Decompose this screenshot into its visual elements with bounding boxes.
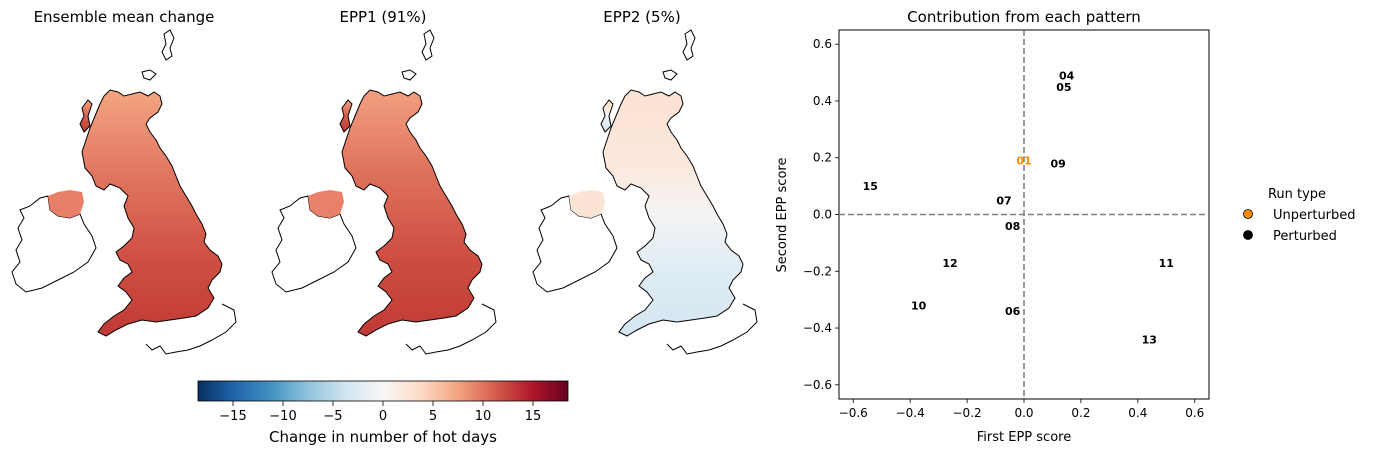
legend: Run type Unperturbed Perturbed [1243, 187, 1356, 244]
colorbar-tick-label: −5 [323, 409, 342, 424]
y-tick-label: −0.4 [803, 321, 832, 335]
point-label-10: 10 [911, 299, 927, 312]
colorbar-ticks: −15 −10 −5 0 5 10 15 [219, 401, 541, 424]
legend-title: Run type [1268, 187, 1326, 202]
map-title-epp1: EPP1 (91%) [340, 8, 427, 26]
y-axis-label: Second EPP score [775, 158, 790, 273]
uk-map-epp1 [271, 29, 497, 355]
scatter-panel: Contribution from each pattern −0.6 −0.4−… [775, 8, 1356, 445]
y-tick-label: 0.2 [813, 151, 832, 165]
northern-ireland-shading [569, 190, 605, 218]
shetland-islands [682, 29, 696, 61]
orkney-islands [662, 69, 678, 81]
map-title-mean: Ensemble mean change [34, 8, 215, 26]
legend-label-perturbed: Perturbed [1273, 229, 1337, 244]
map-title-epp2: EPP2 (5%) [603, 8, 680, 26]
y-tick-label: −0.2 [803, 264, 832, 278]
legend-marker-perturbed [1243, 230, 1253, 240]
map-panel-epp2: EPP2 (5%) [532, 8, 758, 355]
point-label-12: 12 [942, 257, 957, 270]
northern-ireland-shading [48, 190, 84, 218]
x-axis-label: First EPP score [977, 430, 1071, 445]
x-tick-label: −0.2 [953, 406, 982, 420]
legend-label-unperturbed: Unperturbed [1273, 208, 1356, 223]
point-label-09: 09 [1050, 157, 1065, 170]
uk-map-epp2 [532, 29, 758, 355]
colorbar-tick-label: 0 [379, 409, 387, 424]
colorbar-tick-label: 15 [525, 409, 542, 424]
map-panels: Ensemble mean change EPP1 (91%) EPP2 (5%) [11, 8, 758, 355]
reference-lines [839, 30, 1209, 399]
northern-ireland-shading [308, 190, 344, 218]
point-label-08: 08 [1005, 220, 1020, 233]
scatter-title: Contribution from each pattern [907, 8, 1141, 26]
y-tick-label: 0.6 [813, 37, 832, 51]
point-label-11: 11 [1159, 257, 1174, 270]
x-tick-label: 0.4 [1128, 406, 1147, 420]
map-panel-epp1: EPP1 (91%) [271, 8, 497, 355]
y-tick-label: 0.4 [813, 94, 832, 108]
uk-map-mean [11, 29, 237, 355]
shetland-islands [421, 29, 435, 61]
map-panel-mean: Ensemble mean change [11, 8, 237, 355]
orkney-islands [401, 69, 417, 81]
y-tick-label: 0.0 [813, 208, 832, 222]
legend-marker-unperturbed [1243, 209, 1253, 219]
x-tick-label: −0.6 [839, 406, 868, 420]
point-label-15: 15 [863, 180, 878, 193]
colorbar-tick-label: −15 [219, 409, 246, 424]
y-axis-ticks: −0.6 −0.4 −0.2 0.0 0.2 0.4 0.6 [803, 37, 839, 392]
x-axis-ticks: −0.6 −0.4 −0.2 0.0 0.2 0.4 0.6 [839, 399, 1204, 420]
point-label-13: 13 [1142, 333, 1157, 346]
great-britain-shading [341, 89, 483, 337]
x-tick-label: −0.4 [896, 406, 925, 420]
x-tick-label: 0.0 [1014, 406, 1033, 420]
x-tick-label: 0.2 [1071, 406, 1090, 420]
point-label-07: 07 [996, 194, 1011, 207]
shetland-islands [161, 29, 175, 61]
colorbar: −15 −10 −5 0 5 10 15 Change in number of hot d… [197, 380, 569, 446]
x-tick-label: 0.6 [1185, 406, 1204, 420]
point-label-01: 01 [1016, 155, 1031, 168]
point-label-06: 06 [1005, 305, 1021, 318]
colorbar-tick-label: 10 [475, 409, 492, 424]
point-label-04: 04 [1059, 69, 1075, 82]
colorbar-label: Change in number of hot days [269, 428, 497, 446]
point-label-05: 05 [1056, 81, 1071, 94]
colorbar-tick-label: −10 [269, 409, 296, 424]
colorbar-gradient [197, 380, 569, 402]
great-britain-shading [602, 89, 744, 337]
colorbar-tick-label: 5 [429, 409, 437, 424]
orkney-islands [141, 69, 157, 81]
great-britain-shading [81, 89, 223, 337]
y-tick-label: −0.6 [803, 378, 832, 392]
